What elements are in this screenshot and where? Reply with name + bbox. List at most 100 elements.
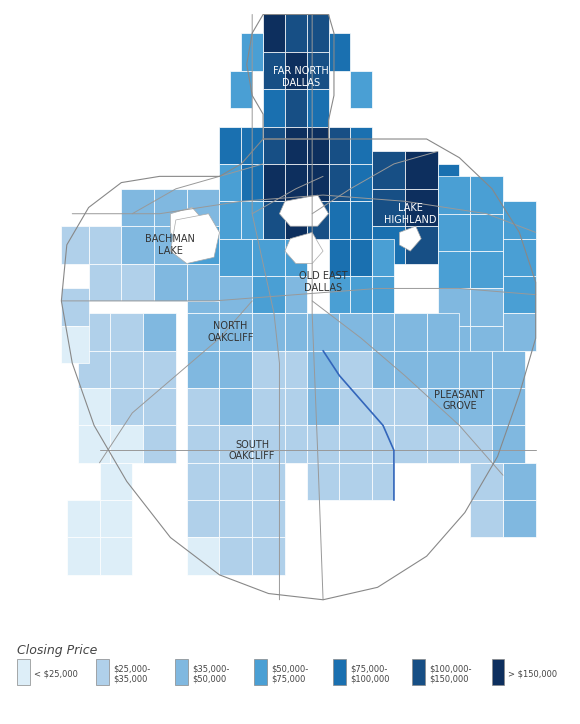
Bar [252, 350, 285, 388]
Bar [328, 164, 350, 201]
Bar [503, 500, 536, 537]
Bar [405, 226, 437, 264]
Bar [219, 388, 252, 426]
Bar [121, 226, 154, 264]
Bar [372, 239, 394, 276]
Bar [339, 426, 372, 463]
Bar [503, 276, 536, 313]
Bar [437, 226, 459, 264]
Bar [459, 426, 492, 463]
Text: PLEASANT
GROVE: PLEASANT GROVE [434, 390, 484, 411]
Bar [96, 659, 109, 686]
Bar [492, 350, 525, 388]
Bar [252, 463, 285, 500]
Bar [372, 426, 394, 463]
Bar [492, 388, 525, 426]
Bar [372, 151, 405, 189]
Bar [252, 388, 285, 426]
Bar [470, 214, 503, 251]
Bar [437, 214, 470, 251]
Bar [307, 14, 328, 52]
Bar [67, 537, 100, 575]
Bar [219, 426, 252, 463]
Bar [100, 463, 132, 500]
Bar [470, 326, 503, 363]
Text: $35,000-
$50,000: $35,000- $50,000 [192, 664, 229, 683]
Bar [350, 70, 372, 108]
Bar [328, 276, 350, 313]
Text: NORTH
OAKCLIFF: NORTH OAKCLIFF [207, 321, 253, 343]
Text: $100,000-
$150,000: $100,000- $150,000 [429, 664, 472, 683]
Bar [219, 313, 252, 350]
Bar [154, 226, 187, 264]
Bar [339, 388, 372, 426]
Bar [437, 288, 470, 326]
Bar [350, 164, 372, 201]
Bar [143, 426, 176, 463]
Bar [187, 276, 219, 313]
Bar [394, 426, 427, 463]
Bar [503, 239, 536, 276]
Bar [372, 350, 394, 388]
Bar [263, 52, 285, 89]
Bar [187, 388, 219, 426]
Bar [263, 14, 285, 52]
Bar [255, 659, 267, 686]
Bar [187, 264, 219, 301]
Bar [307, 127, 328, 164]
Bar [110, 313, 143, 350]
Bar [154, 189, 187, 226]
Bar [17, 659, 30, 686]
Bar [187, 463, 219, 500]
Bar [328, 239, 350, 276]
Bar [470, 177, 503, 214]
Bar [263, 201, 285, 239]
Bar [328, 127, 350, 164]
Bar [307, 426, 339, 463]
Bar [89, 226, 121, 264]
Bar [121, 264, 154, 301]
Bar [219, 164, 241, 201]
Bar [437, 177, 470, 214]
Bar [175, 659, 188, 686]
Bar [78, 350, 110, 388]
Bar [78, 426, 110, 463]
Bar [252, 239, 285, 276]
Bar [285, 426, 307, 463]
Polygon shape [285, 232, 323, 264]
Bar [143, 313, 176, 350]
Bar [372, 388, 394, 426]
Bar [427, 313, 459, 350]
Bar [372, 226, 405, 264]
Bar [412, 659, 425, 686]
Text: OLD EAST
DALLAS: OLD EAST DALLAS [299, 272, 347, 293]
Text: $25,000-
$35,000: $25,000- $35,000 [113, 664, 150, 683]
Bar [110, 426, 143, 463]
Bar [437, 251, 470, 288]
Bar [339, 313, 372, 350]
Bar [328, 201, 350, 239]
Text: FAR NORTH
DALLAS: FAR NORTH DALLAS [273, 66, 329, 88]
Bar [405, 189, 437, 226]
Bar [219, 500, 252, 537]
Bar [89, 264, 121, 301]
Bar [61, 226, 89, 264]
Bar [334, 659, 346, 686]
Bar [394, 388, 427, 426]
Bar [219, 201, 241, 239]
Bar [285, 350, 307, 388]
Bar [187, 226, 219, 264]
Bar [143, 350, 176, 388]
Bar [285, 201, 307, 239]
Bar [427, 388, 459, 426]
Text: < $25,000: < $25,000 [34, 669, 78, 678]
Bar [307, 350, 339, 388]
Bar [372, 189, 405, 226]
Bar [503, 201, 536, 239]
Polygon shape [171, 208, 203, 245]
Bar [219, 537, 252, 575]
Text: LAKE
HIGHLAND: LAKE HIGHLAND [384, 203, 437, 224]
Bar [459, 388, 492, 426]
Bar [78, 388, 110, 426]
Bar [187, 500, 219, 537]
